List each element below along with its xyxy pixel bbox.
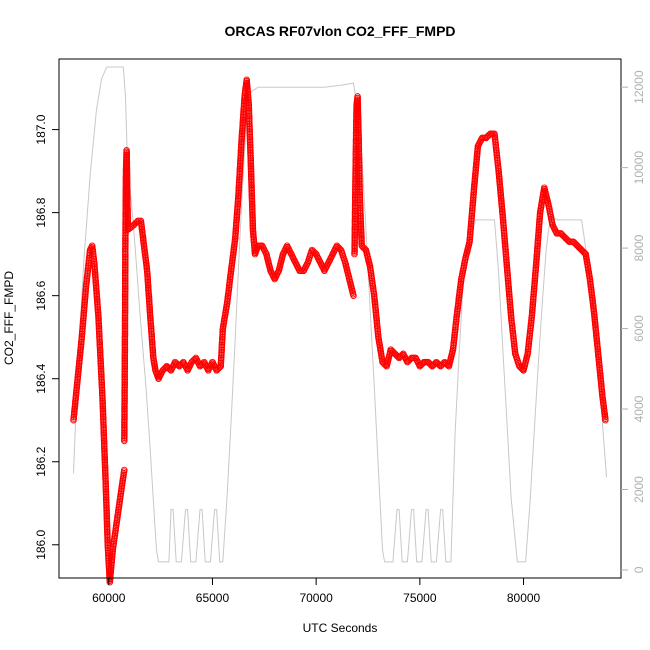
y-axis: 186.0 186.2 186.4 186.6 186.8 187.0 [34,114,59,560]
y2-tick-label: 10000 [632,151,646,185]
x-tick-label: 60000 [92,591,126,605]
y2-tick-label: 12000 [632,70,646,104]
y-tick-label: 186.0 [34,529,48,559]
y2-tick-label: 0 [632,566,646,573]
co2-point [219,330,226,338]
co2-point [350,292,357,299]
y-tick-label: 186.2 [34,446,48,476]
x-tick-label: 80000 [507,591,541,605]
x-tick-label: 75000 [403,591,437,605]
co2-point [356,196,364,204]
x-tick-label: 65000 [196,591,230,605]
co2-point [178,360,185,368]
y-tick-label: 187.0 [34,114,48,144]
y-tick-label: 186.8 [34,197,48,227]
co2-point [246,130,254,137]
co2-point [215,365,222,372]
y2-tick-label: 6000 [632,315,646,342]
co2-point [121,313,129,320]
y-axis-label: CO2_FFF_FMPD [2,271,16,365]
co2-point [122,249,129,256]
co2-series [70,76,609,586]
chart-title: ORCAS RF07vlon CO2_FFF_FMPD [224,23,455,39]
y2-tick-label: 2000 [632,476,646,503]
co2-point [121,466,128,474]
y-tick-label: 186.6 [34,280,48,310]
co2-point [397,352,405,360]
y-tick-label: 186.4 [34,363,48,393]
co2-point [602,416,609,424]
x-tick-label: 70000 [299,591,333,605]
co2-point [357,207,364,215]
co2-point [198,360,206,368]
y2-axis-right: 0 2000 4000 6000 8000 10000 12000 [621,70,646,573]
x-axis: 60000 65000 70000 75000 80000 [92,577,541,605]
x-axis-label: UTC Seconds [303,621,378,635]
y2-tick-label: 4000 [632,395,646,422]
y2-tick-label: 8000 [632,234,646,261]
